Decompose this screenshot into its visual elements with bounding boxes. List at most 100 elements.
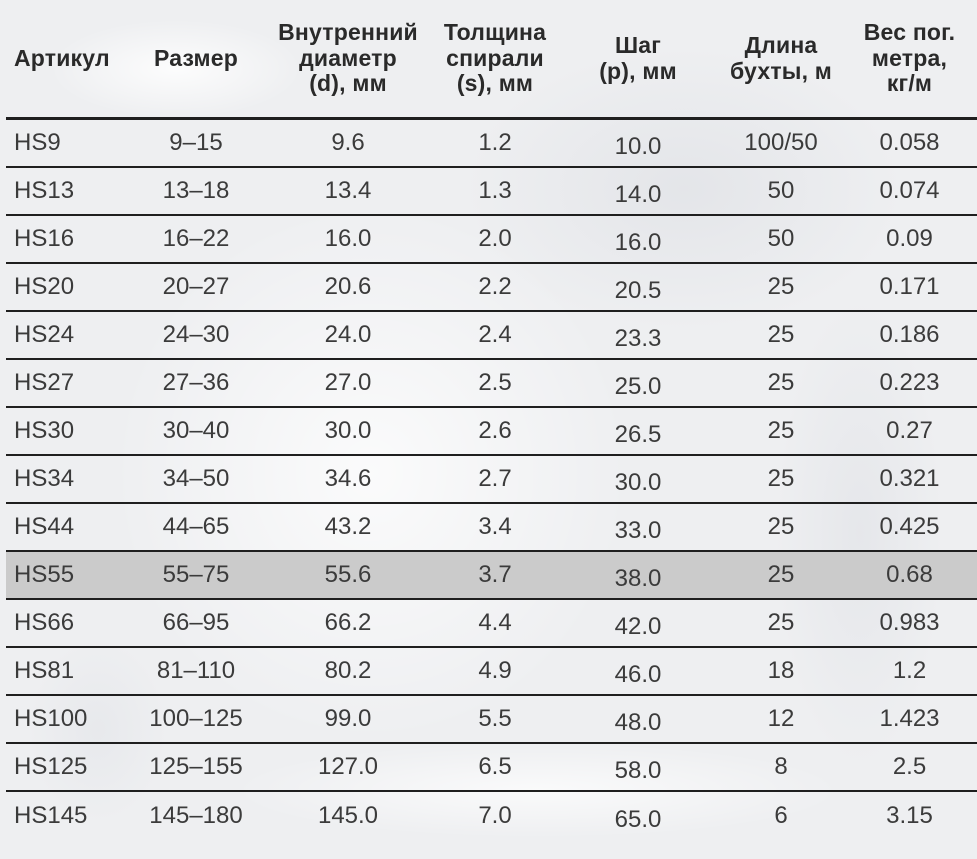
cell-weight-per-meter: 1.2	[892, 657, 927, 684]
cell-weight-per-meter: 0.983	[879, 609, 940, 636]
cell-size: 27–36	[162, 369, 230, 396]
column-header-size: Размер	[153, 44, 239, 71]
cell-pitch: 16.0	[614, 229, 662, 256]
cell-size: 16–22	[162, 225, 230, 252]
cell-weight-per-meter: 0.058	[879, 129, 940, 156]
cell-coil-length: 18	[767, 657, 795, 684]
cell-spiral-thickness: 2.7	[478, 465, 512, 492]
cell-weight-per-meter: 0.68	[886, 561, 933, 588]
cell-spiral-thickness: 7.0	[478, 802, 512, 829]
cell-coil-length: 8	[774, 753, 788, 780]
column-header-inner-diameter: Внутренний диаметр (d), мм	[278, 18, 418, 97]
cell-pitch: 46.0	[614, 661, 662, 688]
cell-inner-diameter: 34.6	[324, 465, 372, 492]
cell-article: HS20	[14, 273, 75, 300]
cell-coil-length: 25	[767, 417, 795, 444]
cell-weight-per-meter: 0.074	[879, 177, 940, 204]
cell-coil-length: 25	[767, 561, 795, 588]
table-row: HS24 24–30 24.0 2.4 23.3 25 0.186	[6, 312, 977, 360]
table-row: HS30 30–40 30.0 2.6 26.5 25 0.27	[6, 408, 977, 456]
cell-pitch: 26.5	[614, 421, 662, 448]
cell-size: 34–50	[162, 465, 230, 492]
cell-size: 55–75	[162, 561, 230, 588]
cell-pitch: 30.0	[614, 469, 662, 496]
cell-coil-length: 25	[767, 321, 795, 348]
table-row: HS55 55–75 55.6 3.7 38.0 25 0.68	[6, 552, 977, 600]
cell-pitch: 58.0	[614, 757, 662, 784]
table-row: HS125 125–155 127.0 6.5 58.0 8 2.5	[6, 744, 977, 792]
cell-article: HS30	[14, 417, 75, 444]
cell-weight-per-meter: 0.321	[879, 465, 940, 492]
cell-coil-length: 25	[767, 609, 795, 636]
table-row: HS27 27–36 27.0 2.5 25.0 25 0.223	[6, 360, 977, 408]
cell-inner-diameter: 27.0	[324, 369, 372, 396]
table-body: HS9 9–15 9.6 1.2 10.0 100/50 0.058 HS13 …	[6, 120, 977, 840]
table-row: HS66 66–95 66.2 4.4 42.0 25 0.983	[6, 600, 977, 648]
table-row: HS9 9–15 9.6 1.2 10.0 100/50 0.058	[6, 120, 977, 168]
cell-coil-length: 6	[774, 802, 788, 829]
cell-pitch: 42.0	[614, 613, 662, 640]
cell-article: HS125	[14, 753, 88, 780]
cell-weight-per-meter: 0.223	[879, 369, 940, 396]
cell-spiral-thickness: 1.2	[478, 129, 512, 156]
cell-weight-per-meter: 0.171	[879, 273, 940, 300]
table-row: HS100 100–125 99.0 5.5 48.0 12 1.423	[6, 696, 977, 744]
cell-weight-per-meter: 0.27	[886, 417, 933, 444]
cell-weight-per-meter: 1.423	[879, 705, 940, 732]
cell-size: 13–18	[162, 177, 230, 204]
cell-size: 145–180	[149, 802, 243, 829]
cell-inner-diameter: 43.2	[324, 513, 372, 540]
cell-spiral-thickness: 2.4	[478, 321, 512, 348]
cell-coil-length: 25	[767, 513, 795, 540]
column-header-spiral-thickness: Толщина спирали (s), мм	[443, 18, 547, 97]
table-row: HS13 13–18 13.4 1.3 14.0 50 0.074	[6, 168, 977, 216]
cell-spiral-thickness: 1.3	[478, 177, 512, 204]
cell-pitch: 33.0	[614, 517, 662, 544]
cell-coil-length: 50	[767, 177, 795, 204]
cell-inner-diameter: 66.2	[324, 609, 372, 636]
cell-weight-per-meter: 0.425	[879, 513, 940, 540]
cell-coil-length: 12	[767, 705, 795, 732]
column-header-pitch: Шаг (p), мм	[599, 31, 677, 84]
cell-size: 125–155	[149, 753, 243, 780]
cell-article: HS9	[14, 129, 61, 156]
cell-weight-per-meter: 2.5	[892, 753, 927, 780]
cell-size: 44–65	[162, 513, 230, 540]
cell-spiral-thickness: 5.5	[478, 705, 512, 732]
column-header-weight-per-meter: Вес пог. метра, кг/м	[863, 18, 956, 97]
cell-pitch: 23.3	[614, 325, 662, 352]
cell-spiral-thickness: 4.4	[478, 609, 512, 636]
cell-pitch: 48.0	[614, 709, 662, 736]
cell-size: 100–125	[149, 705, 243, 732]
cell-article: HS81	[14, 657, 75, 684]
cell-article: HS16	[14, 225, 75, 252]
cell-weight-per-meter: 3.15	[886, 802, 933, 829]
cell-article: HS34	[14, 465, 75, 492]
cell-coil-length: 25	[767, 273, 795, 300]
cell-size: 30–40	[162, 417, 230, 444]
cell-pitch: 10.0	[614, 133, 662, 160]
cell-pitch: 25.0	[614, 373, 662, 400]
table-row: HS145 145–180 145.0 7.0 65.0 6 3.15	[6, 792, 977, 840]
cell-article: HS55	[14, 561, 75, 588]
cell-article: HS24	[14, 321, 75, 348]
cell-spiral-thickness: 4.9	[478, 657, 512, 684]
cell-inner-diameter: 55.6	[324, 561, 372, 588]
cell-inner-diameter: 24.0	[324, 321, 372, 348]
cell-size: 66–95	[162, 609, 230, 636]
cell-inner-diameter: 127.0	[317, 753, 379, 780]
column-header-coil-length: Длина бухты, м	[729, 31, 833, 84]
table-row: HS34 34–50 34.6 2.7 30.0 25 0.321	[6, 456, 977, 504]
cell-article: HS145	[14, 802, 88, 829]
hose-spec-table: Артикул Размер Внутренний диаметр (d), м…	[6, 0, 977, 840]
column-header-article: Артикул	[14, 44, 110, 71]
cell-spiral-thickness: 2.0	[478, 225, 512, 252]
cell-article: HS100	[14, 705, 88, 732]
cell-size: 9–15	[169, 129, 223, 156]
cell-article: HS66	[14, 609, 75, 636]
table-row: HS16 16–22 16.0 2.0 16.0 50 0.09	[6, 216, 977, 264]
cell-weight-per-meter: 0.186	[879, 321, 940, 348]
table-header-row: Артикул Размер Внутренний диаметр (d), м…	[6, 0, 977, 120]
cell-pitch: 14.0	[614, 181, 662, 208]
cell-spiral-thickness: 3.4	[478, 513, 512, 540]
